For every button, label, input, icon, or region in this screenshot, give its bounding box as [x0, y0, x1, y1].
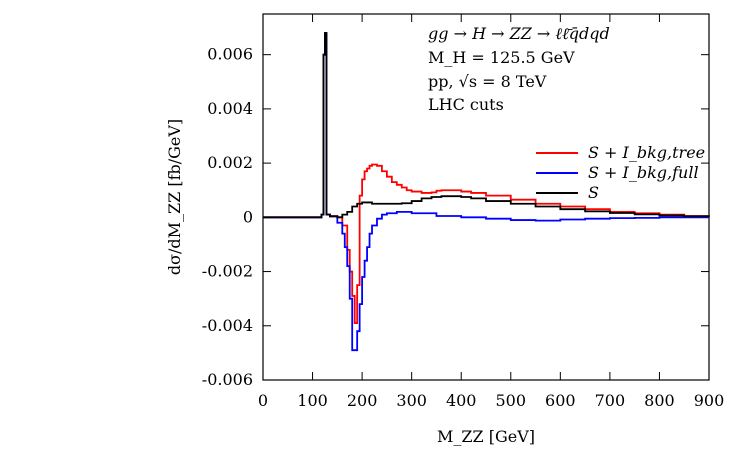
x-tick-label: 700 [595, 391, 626, 410]
x-tick-label: 500 [496, 391, 527, 410]
series-line-tree [263, 32, 710, 324]
x-axis-label: M_ZZ [GeV] [437, 427, 535, 446]
annotation-cuts: LHC cuts [428, 95, 504, 114]
x-tick-label: 300 [396, 391, 427, 410]
plot-frame [262, 13, 710, 381]
x-tick-label: 100 [297, 391, 328, 410]
x-tick-label: 400 [446, 391, 477, 410]
x-tick-label: 200 [347, 391, 378, 410]
x-tick-label: 800 [644, 391, 675, 410]
legend-label-signal: S [588, 183, 599, 202]
x-axis: 0 100 200 300 400 500 600 700 800 900 [258, 14, 724, 410]
annotation-block: gg → H → ZZ → ℓℓ̄q̄dqd M_H = 125.5 GeV p… [428, 24, 610, 114]
y-tick-label: 0.006 [207, 45, 253, 64]
legend: S + I_bkg,tree S + I_bkg,full S [536, 143, 705, 202]
legend-label-tree: S + I_bkg,tree [588, 143, 705, 162]
y-axis-label: dσ/dM_ZZ [fb/GeV] [165, 119, 184, 275]
y-tick-label: -0.004 [202, 316, 253, 335]
x-tick-label: 0 [258, 391, 268, 410]
series-layer [263, 32, 710, 352]
y-tick-label: -0.006 [202, 370, 253, 389]
y-tick-label: -0.002 [202, 262, 253, 281]
annotation-higgs-mass: M_H = 125.5 GeV [428, 48, 575, 67]
x-tick-label: 600 [545, 391, 576, 410]
annotation-energy: pp, √s = 8 TeV [428, 72, 547, 91]
annotation-process: gg → H → ZZ → ℓℓ̄q̄dqd [428, 24, 610, 43]
series-line-signal [263, 32, 710, 219]
y-tick-label: 0.004 [207, 99, 253, 118]
legend-label-full: S + I_bkg,full [588, 163, 699, 182]
x-tick-label: 900 [694, 391, 725, 410]
y-tick-label: 0.002 [207, 153, 253, 172]
y-tick-label: 0 [243, 207, 253, 226]
